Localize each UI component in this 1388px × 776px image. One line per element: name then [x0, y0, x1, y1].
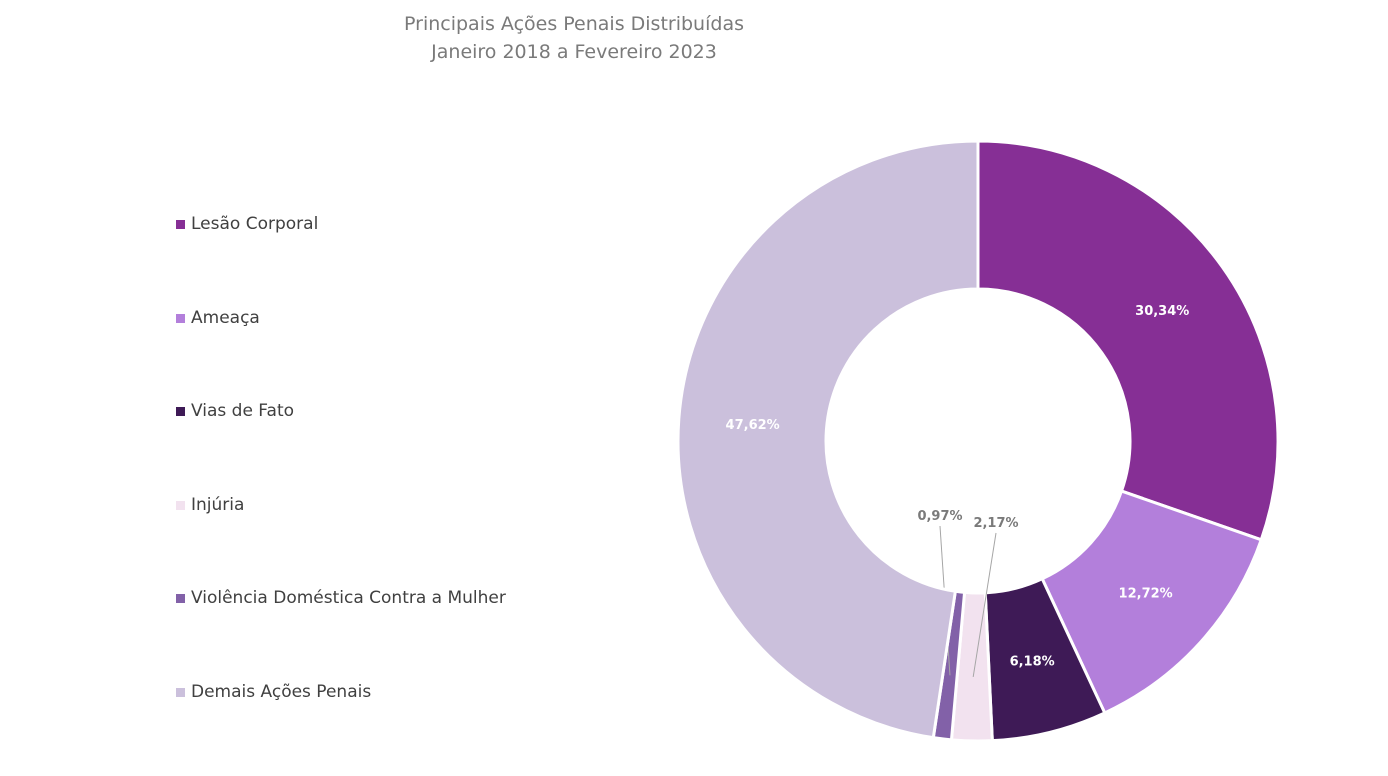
legend-item-violencia-domestica: Violência Doméstica Contra a Mulher — [176, 588, 576, 682]
data-label-injuria: 2,17% — [973, 516, 1018, 531]
slice-demais-acoes — [676, 139, 980, 740]
donut-chart: 30,34% 12,72% 6,18% 2,17% 0,97% 47,62% — [676, 139, 1280, 743]
legend-label: Demais Ações Penais — [191, 681, 372, 702]
legend-swatch — [176, 594, 185, 604]
legend-item-demais-acoes: Demais Ações Penais — [176, 682, 576, 776]
legend-swatch — [176, 220, 185, 229]
slice-lesao-corporal — [976, 139, 1280, 542]
data-label-vias-de-fato: 6,18% — [1010, 654, 1055, 669]
legend-label: Lesão Corporal — [191, 214, 319, 234]
chart-subtitle: Janeiro 2018 a Fevereiro 2023 — [431, 41, 717, 63]
legend-label: Violência Doméstica Contra a Mulher — [191, 588, 506, 609]
legend-item-ameaca: Ameaça — [176, 308, 576, 402]
legend-swatch — [176, 407, 185, 417]
leader-line-injuria — [972, 532, 997, 678]
data-label-ameaca: 12,72% — [1119, 587, 1173, 602]
chart-title-block: Principais Ações Penais Distribuídas Jan… — [300, 10, 848, 66]
data-label-violencia-domestica: 0,97% — [917, 509, 962, 524]
legend-item-vias-de-fato: Vias de Fato — [176, 401, 576, 495]
legend-label: Injúria — [191, 494, 245, 515]
legend-swatch — [176, 687, 185, 697]
chart-legend: Lesão Corporal Ameaça Vias de Fato Injúr… — [176, 214, 576, 776]
legend-swatch — [176, 500, 185, 510]
legend-item-injuria: Injúria — [176, 495, 576, 589]
legend-swatch — [176, 313, 185, 323]
data-label-lesao-corporal: 30,34% — [1135, 304, 1189, 319]
legend-label: Ameaça — [191, 307, 260, 328]
legend-label: Vias de Fato — [191, 401, 295, 422]
chart-title: Principais Ações Penais Distribuídas — [404, 13, 744, 35]
data-label-demais-acoes: 47,62% — [726, 418, 780, 433]
legend-item-lesao-corporal: Lesão Corporal — [176, 214, 576, 308]
slice-ameaca — [1040, 489, 1264, 715]
